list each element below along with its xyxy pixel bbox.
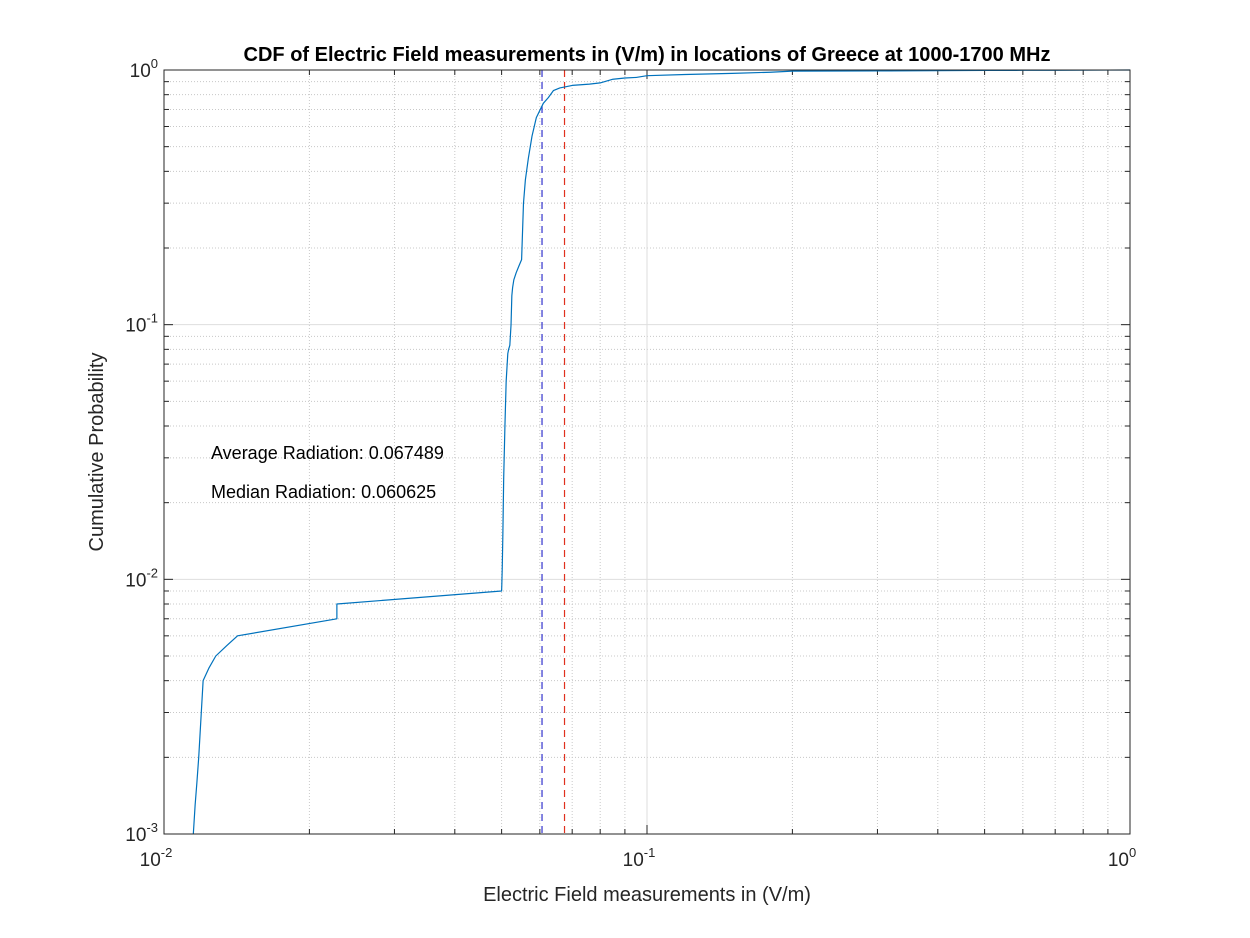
average-radiation-annotation: Average Radiation: 0.067489 <box>211 443 444 463</box>
cdf-series-line <box>192 69 1131 835</box>
y-axis-label: Cumulative Probability <box>86 353 108 552</box>
y-tick-label: 10-2 <box>125 565 158 591</box>
x-tick-label: 100 <box>1108 845 1136 871</box>
y-tick-label: 10-3 <box>125 820 158 846</box>
median-radiation-annotation: Median Radiation: 0.060625 <box>211 482 436 502</box>
chart-title: CDF of Electric Field measurements in (V… <box>244 44 1051 66</box>
plot-border <box>163 69 1131 835</box>
x-tick-label: 10-2 <box>140 845 173 871</box>
y-tick-label: 100 <box>130 56 158 82</box>
y-tick-label: 10-1 <box>125 311 158 337</box>
major-grid <box>164 70 1130 834</box>
x-axis-label: Electric Field measurements in (V/m) <box>483 884 811 906</box>
series-layer <box>192 69 1131 835</box>
reference-lines <box>541 70 566 834</box>
x-tick-label: 10-1 <box>623 845 656 871</box>
